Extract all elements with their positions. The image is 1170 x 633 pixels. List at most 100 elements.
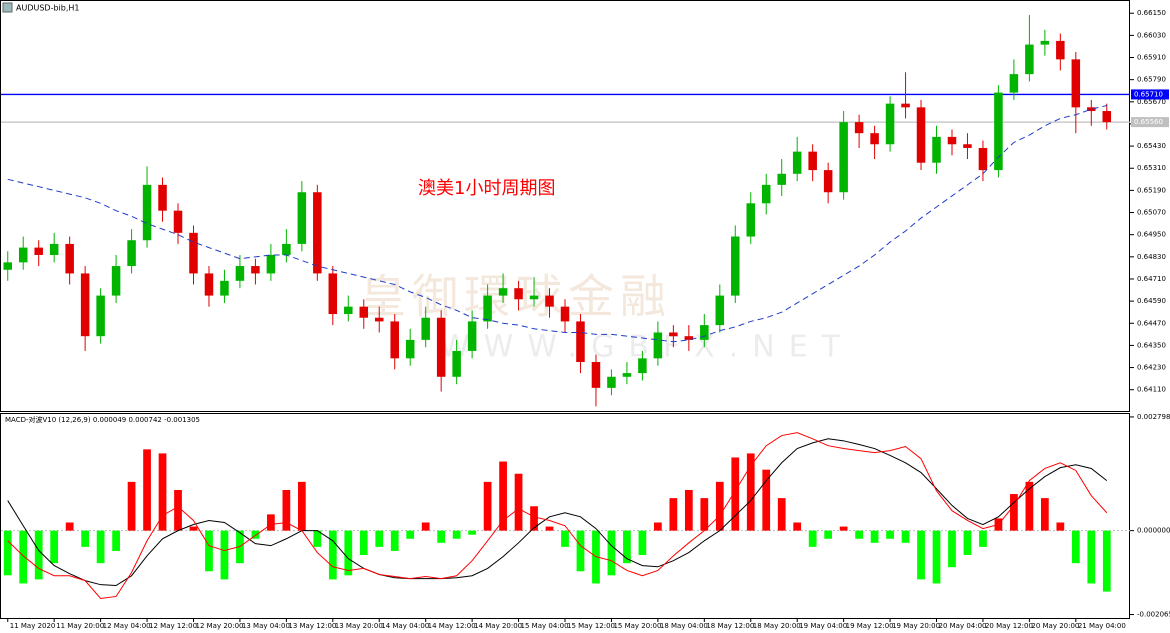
candle-body [1087, 107, 1096, 112]
x-tick-label: 11 May 20:00 [56, 622, 104, 630]
y-tick-label: 0.64830 [1137, 253, 1166, 261]
y-tick-label: 0.65430 [1137, 142, 1166, 150]
y-tick-label: 0.000000 [1137, 527, 1170, 535]
macd-bar [948, 530, 956, 568]
y-tick-label: 0.65790 [1137, 76, 1166, 84]
y-tick-label: 0.65670 [1137, 98, 1166, 106]
candle-body [901, 103, 910, 108]
macd-bar [328, 530, 337, 580]
macd-bar [19, 530, 28, 584]
candle-body [173, 210, 183, 233]
x-tick-label: 18 May 20:00 [753, 622, 801, 630]
candle-body [808, 151, 817, 171]
chart-title: AUDUSD-bib,H1 [16, 4, 80, 13]
y-tick-label: 0.64230 [1137, 364, 1166, 372]
candle-body [669, 332, 678, 337]
macd-bar [715, 481, 724, 531]
candle-body [235, 266, 245, 281]
macd-bar [437, 530, 446, 543]
macd-bar [886, 530, 894, 539]
y-tick-label: 0.64470 [1137, 319, 1166, 327]
macd-bar [700, 498, 709, 531]
macd-bar [468, 530, 476, 535]
candle-body [932, 136, 941, 163]
x-tick-label: 21 May 04:00 [1078, 622, 1126, 630]
macd-bar [359, 530, 368, 556]
y-tick-label: 0.66030 [1137, 31, 1166, 39]
macd-bar [297, 481, 306, 531]
macd-bar [777, 498, 786, 531]
macd-bar [483, 481, 492, 531]
candle-body [607, 376, 616, 388]
macd-bar [963, 530, 972, 556]
macd-bar [917, 530, 925, 580]
y-tick-label: 0.64710 [1137, 275, 1166, 283]
candle-body [328, 273, 338, 315]
candle-body [483, 295, 492, 322]
candle-body [653, 332, 663, 359]
candle-body [870, 133, 879, 145]
price-label: 0.65710 [1134, 90, 1163, 98]
macd-bar [421, 522, 430, 531]
macd-bar [452, 530, 461, 539]
macd-bar [34, 530, 43, 580]
y-tick-label: 0.65310 [1137, 164, 1166, 172]
candle-body [545, 295, 554, 307]
y-tick-label: 0.65910 [1137, 54, 1166, 62]
candle-body [839, 122, 848, 193]
macd-bar [50, 530, 59, 564]
candle-body [622, 373, 632, 377]
x-tick-label: 12 May 12:00 [149, 622, 197, 630]
x-tick-label: 18 May 12:00 [706, 622, 754, 630]
candle-body [344, 306, 353, 315]
candle-body [638, 358, 647, 374]
candle-body [700, 325, 709, 340]
price-label-box [1131, 117, 1169, 128]
candle-body [514, 288, 523, 300]
macd-bar [746, 453, 755, 531]
macd-bar [824, 530, 833, 539]
macd-line [7, 432, 1108, 600]
macd-bar [901, 530, 910, 543]
candle-body [467, 321, 477, 351]
macd-bar [654, 522, 662, 531]
macd-bar [127, 481, 136, 531]
candle-body [885, 103, 895, 145]
macd-bar [143, 449, 151, 531]
macd-bar [390, 530, 399, 551]
candle-body [282, 243, 291, 255]
macd-bar [344, 530, 353, 576]
macd-bar [607, 530, 616, 576]
candle-body [405, 339, 415, 359]
candle-body [111, 266, 121, 296]
macd-bar [839, 526, 848, 531]
candle-body [127, 240, 136, 267]
candle-body [498, 288, 508, 296]
x-tick-label: 15 May 04:00 [521, 622, 569, 630]
candle-body [49, 243, 59, 255]
x-tick-label: 11 May 2020 [10, 622, 56, 630]
watermark: WWW.GBFX.NET [440, 330, 854, 365]
x-tick-label: 15 May 20:00 [613, 622, 661, 630]
candle-body [916, 107, 926, 163]
y-tick-label: -0.002065 [1137, 611, 1170, 619]
x-tick-label: 15 May 12:00 [567, 622, 615, 630]
candle-body [251, 266, 260, 274]
price-label-box [1131, 89, 1169, 100]
y-tick-label: 0.66150 [1137, 9, 1166, 17]
macd-bar [684, 489, 693, 531]
macd-bar [1087, 530, 1096, 584]
macd-bar [514, 473, 523, 531]
macd-bar [189, 526, 198, 531]
candle-body [142, 184, 152, 241]
candle-body [1102, 111, 1112, 123]
candle-body [220, 280, 229, 296]
main-frame [0, 0, 1130, 412]
candle-body [978, 147, 988, 171]
macd-bar [731, 457, 740, 531]
macd-bar [623, 530, 631, 564]
x-tick-label: 20 May 20:00 [1031, 622, 1079, 630]
candle-body [715, 295, 725, 326]
y-tick-label: 0.64350 [1137, 341, 1166, 349]
candle-body [947, 136, 957, 145]
